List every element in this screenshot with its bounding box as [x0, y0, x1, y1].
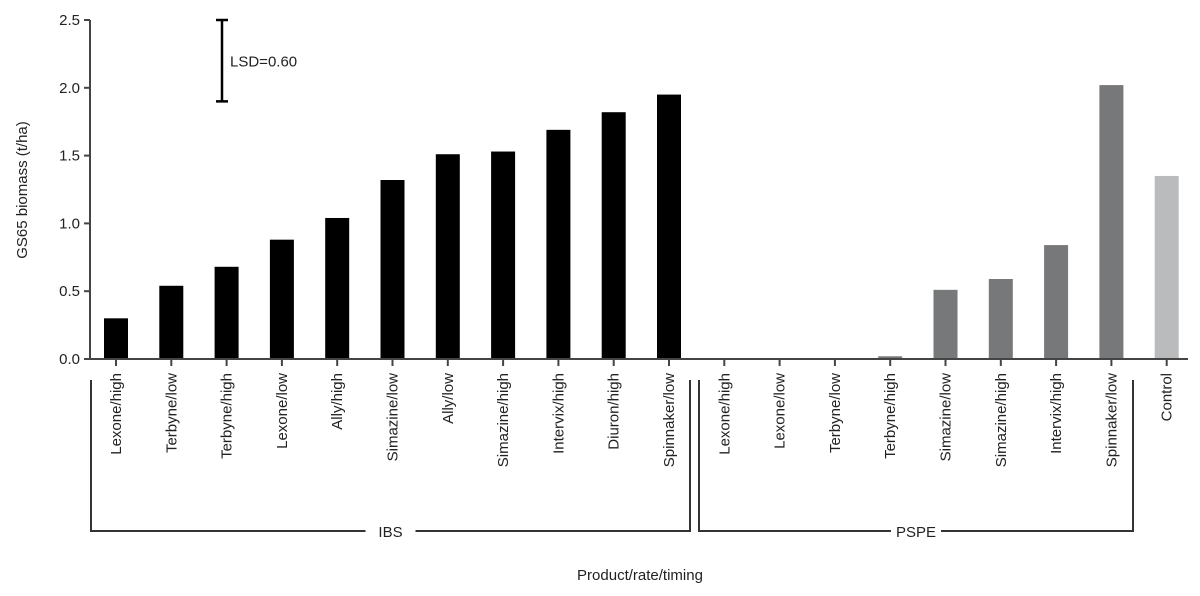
x-tick-label: Spinnaker/low [661, 373, 678, 467]
x-tick-label: Simazine/low [385, 373, 402, 462]
bar [214, 266, 239, 359]
y-tick-label: 2.5 [59, 12, 80, 29]
bar [1154, 175, 1179, 359]
bar [269, 239, 294, 359]
bar [325, 217, 350, 359]
lsd-label: LSD=0.60 [230, 54, 297, 71]
x-tick-label: Terbyne/low [827, 373, 844, 453]
x-tick-label: Control [1159, 373, 1176, 421]
x-axis: Lexone/high Terbyne/low Terbyne/high Lexone… [90, 358, 1188, 467]
bar [546, 129, 571, 359]
y-tick-label: 0.5 [59, 283, 80, 300]
x-tick-label: Simazine/high [993, 373, 1010, 467]
y-tick-label: 1.0 [59, 215, 80, 232]
y-tick-label: 1.5 [59, 148, 80, 165]
x-tick-label: Lexone/low [772, 373, 789, 449]
x-tick-label: Terbyne/high [882, 373, 899, 459]
bar [1044, 245, 1069, 359]
bar [104, 318, 128, 359]
bar [878, 356, 903, 359]
x-tick-label: Intervix/high [550, 373, 567, 454]
group-label: IBS [378, 524, 402, 541]
bar [933, 289, 958, 359]
x-axis-title: Product/rate/timing [577, 567, 703, 584]
group-label: PSPE [896, 524, 936, 541]
bar [1099, 85, 1124, 359]
y-axis-title: GS65 biomass (t/ha) [14, 121, 31, 259]
bar [491, 151, 516, 359]
group-bracket [90, 380, 691, 532]
lsd-error-bar: LSD=0.60 [216, 18, 297, 103]
x-tick-label: Lexone/high [108, 373, 125, 455]
x-tick-label: Terbyne/low [163, 373, 180, 453]
bar [380, 180, 405, 359]
group-brackets: IBS PSPE [90, 380, 1134, 541]
x-tick-label: Lexone/high [716, 373, 733, 455]
bar [601, 112, 626, 359]
bar [159, 285, 184, 359]
lsd-bar [216, 18, 228, 103]
bar [988, 278, 1013, 359]
x-tick-label: Intervix/high [1048, 373, 1065, 454]
x-tick-label: Lexone/low [274, 373, 291, 449]
x-tick-label: Terbyne/high [219, 373, 236, 459]
x-tick-label: Ally/low [440, 373, 457, 424]
y-tick-label: 2.0 [59, 80, 80, 97]
bar [435, 154, 460, 359]
x-tick-label: Spinnaker/low [1103, 373, 1120, 467]
x-tick-label: Simazine/high [495, 373, 512, 467]
bars [104, 85, 1179, 359]
bar [657, 94, 681, 359]
y-axis: 0.0 0.5 1.0 1.5 2.0 2.5 [59, 12, 91, 368]
x-tick-label: Diuron/high [606, 373, 623, 450]
group-bracket [698, 380, 1134, 532]
x-tick-label: Ally/high [329, 373, 346, 430]
x-tick-label: Simazine/low [938, 373, 955, 462]
y-tick-label: 0.0 [59, 351, 80, 368]
